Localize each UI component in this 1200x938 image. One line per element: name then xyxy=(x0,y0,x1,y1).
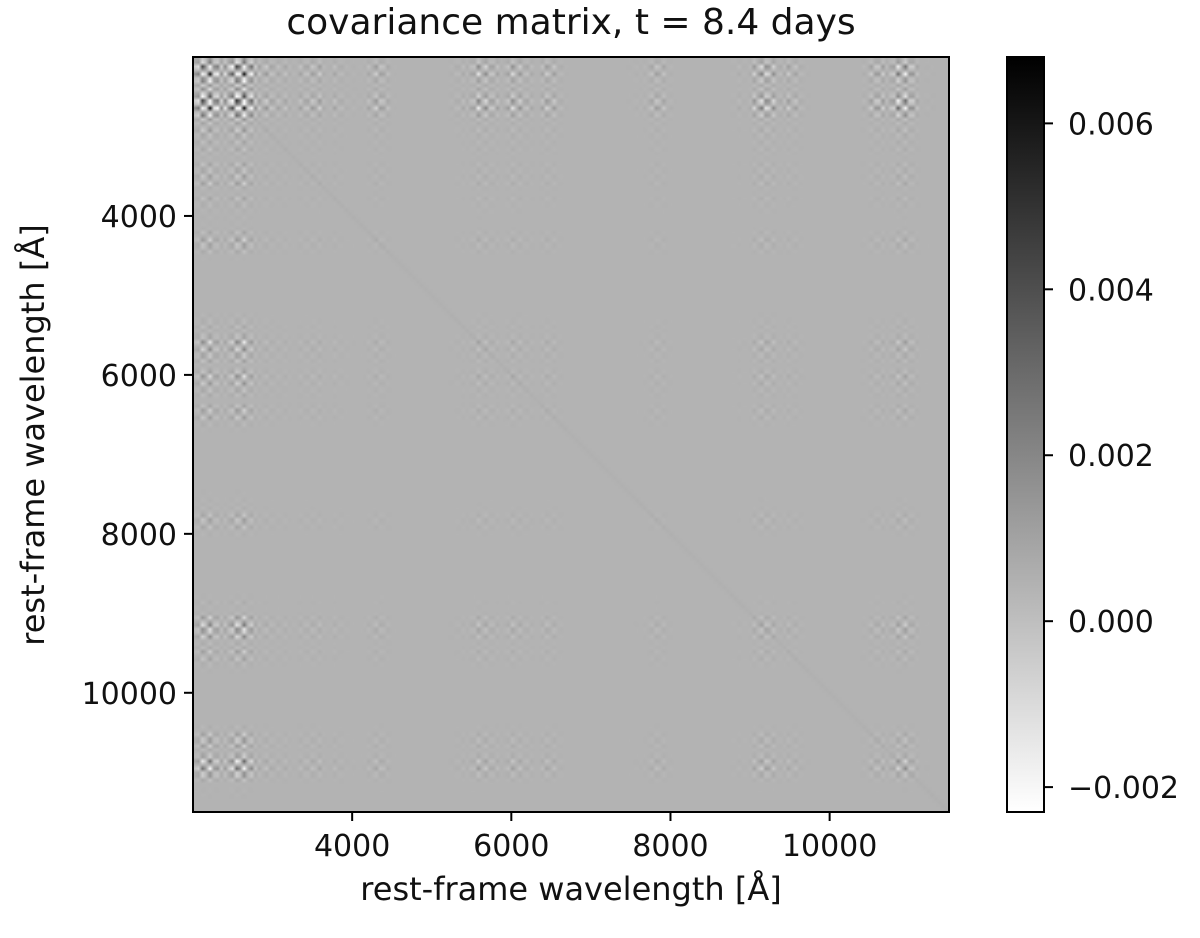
colorbar-tick-label: −0.002 xyxy=(1068,771,1179,806)
x-tick-label: 8000 xyxy=(632,829,708,864)
y-tick-label: 4000 xyxy=(101,200,177,235)
x-tick-label: 6000 xyxy=(473,829,549,864)
y-axis-label: rest-frame wavelength [Å] xyxy=(14,224,52,645)
colorbar-tick-label: 0.000 xyxy=(1068,605,1154,640)
y-tick-label: 10000 xyxy=(82,677,177,712)
colorbar-axis: 0.006 0.004 0.002 0.000 −0.002 xyxy=(1044,107,1179,806)
x-tick-label: 4000 xyxy=(314,829,390,864)
heatmap-image xyxy=(193,57,949,812)
colorbar-tick-label: 0.004 xyxy=(1068,273,1154,308)
y-tick-label: 6000 xyxy=(101,359,177,394)
plot-frame xyxy=(192,56,950,813)
x-axis: 4000 6000 8000 10000 xyxy=(314,812,877,864)
colorbar xyxy=(1006,56,1045,813)
y-axis: 4000 6000 8000 10000 xyxy=(82,200,193,712)
x-tick-label: 10000 xyxy=(782,829,877,864)
colorbar-tick-label: 0.002 xyxy=(1068,439,1154,474)
heatmap-cells xyxy=(193,57,949,812)
chart-title: covariance matrix, t = 8.4 days xyxy=(286,2,855,43)
colorbar-tick-label: 0.006 xyxy=(1068,107,1154,142)
x-axis-label: rest-frame wavelength [Å] xyxy=(360,870,781,908)
y-tick-label: 8000 xyxy=(101,518,177,553)
